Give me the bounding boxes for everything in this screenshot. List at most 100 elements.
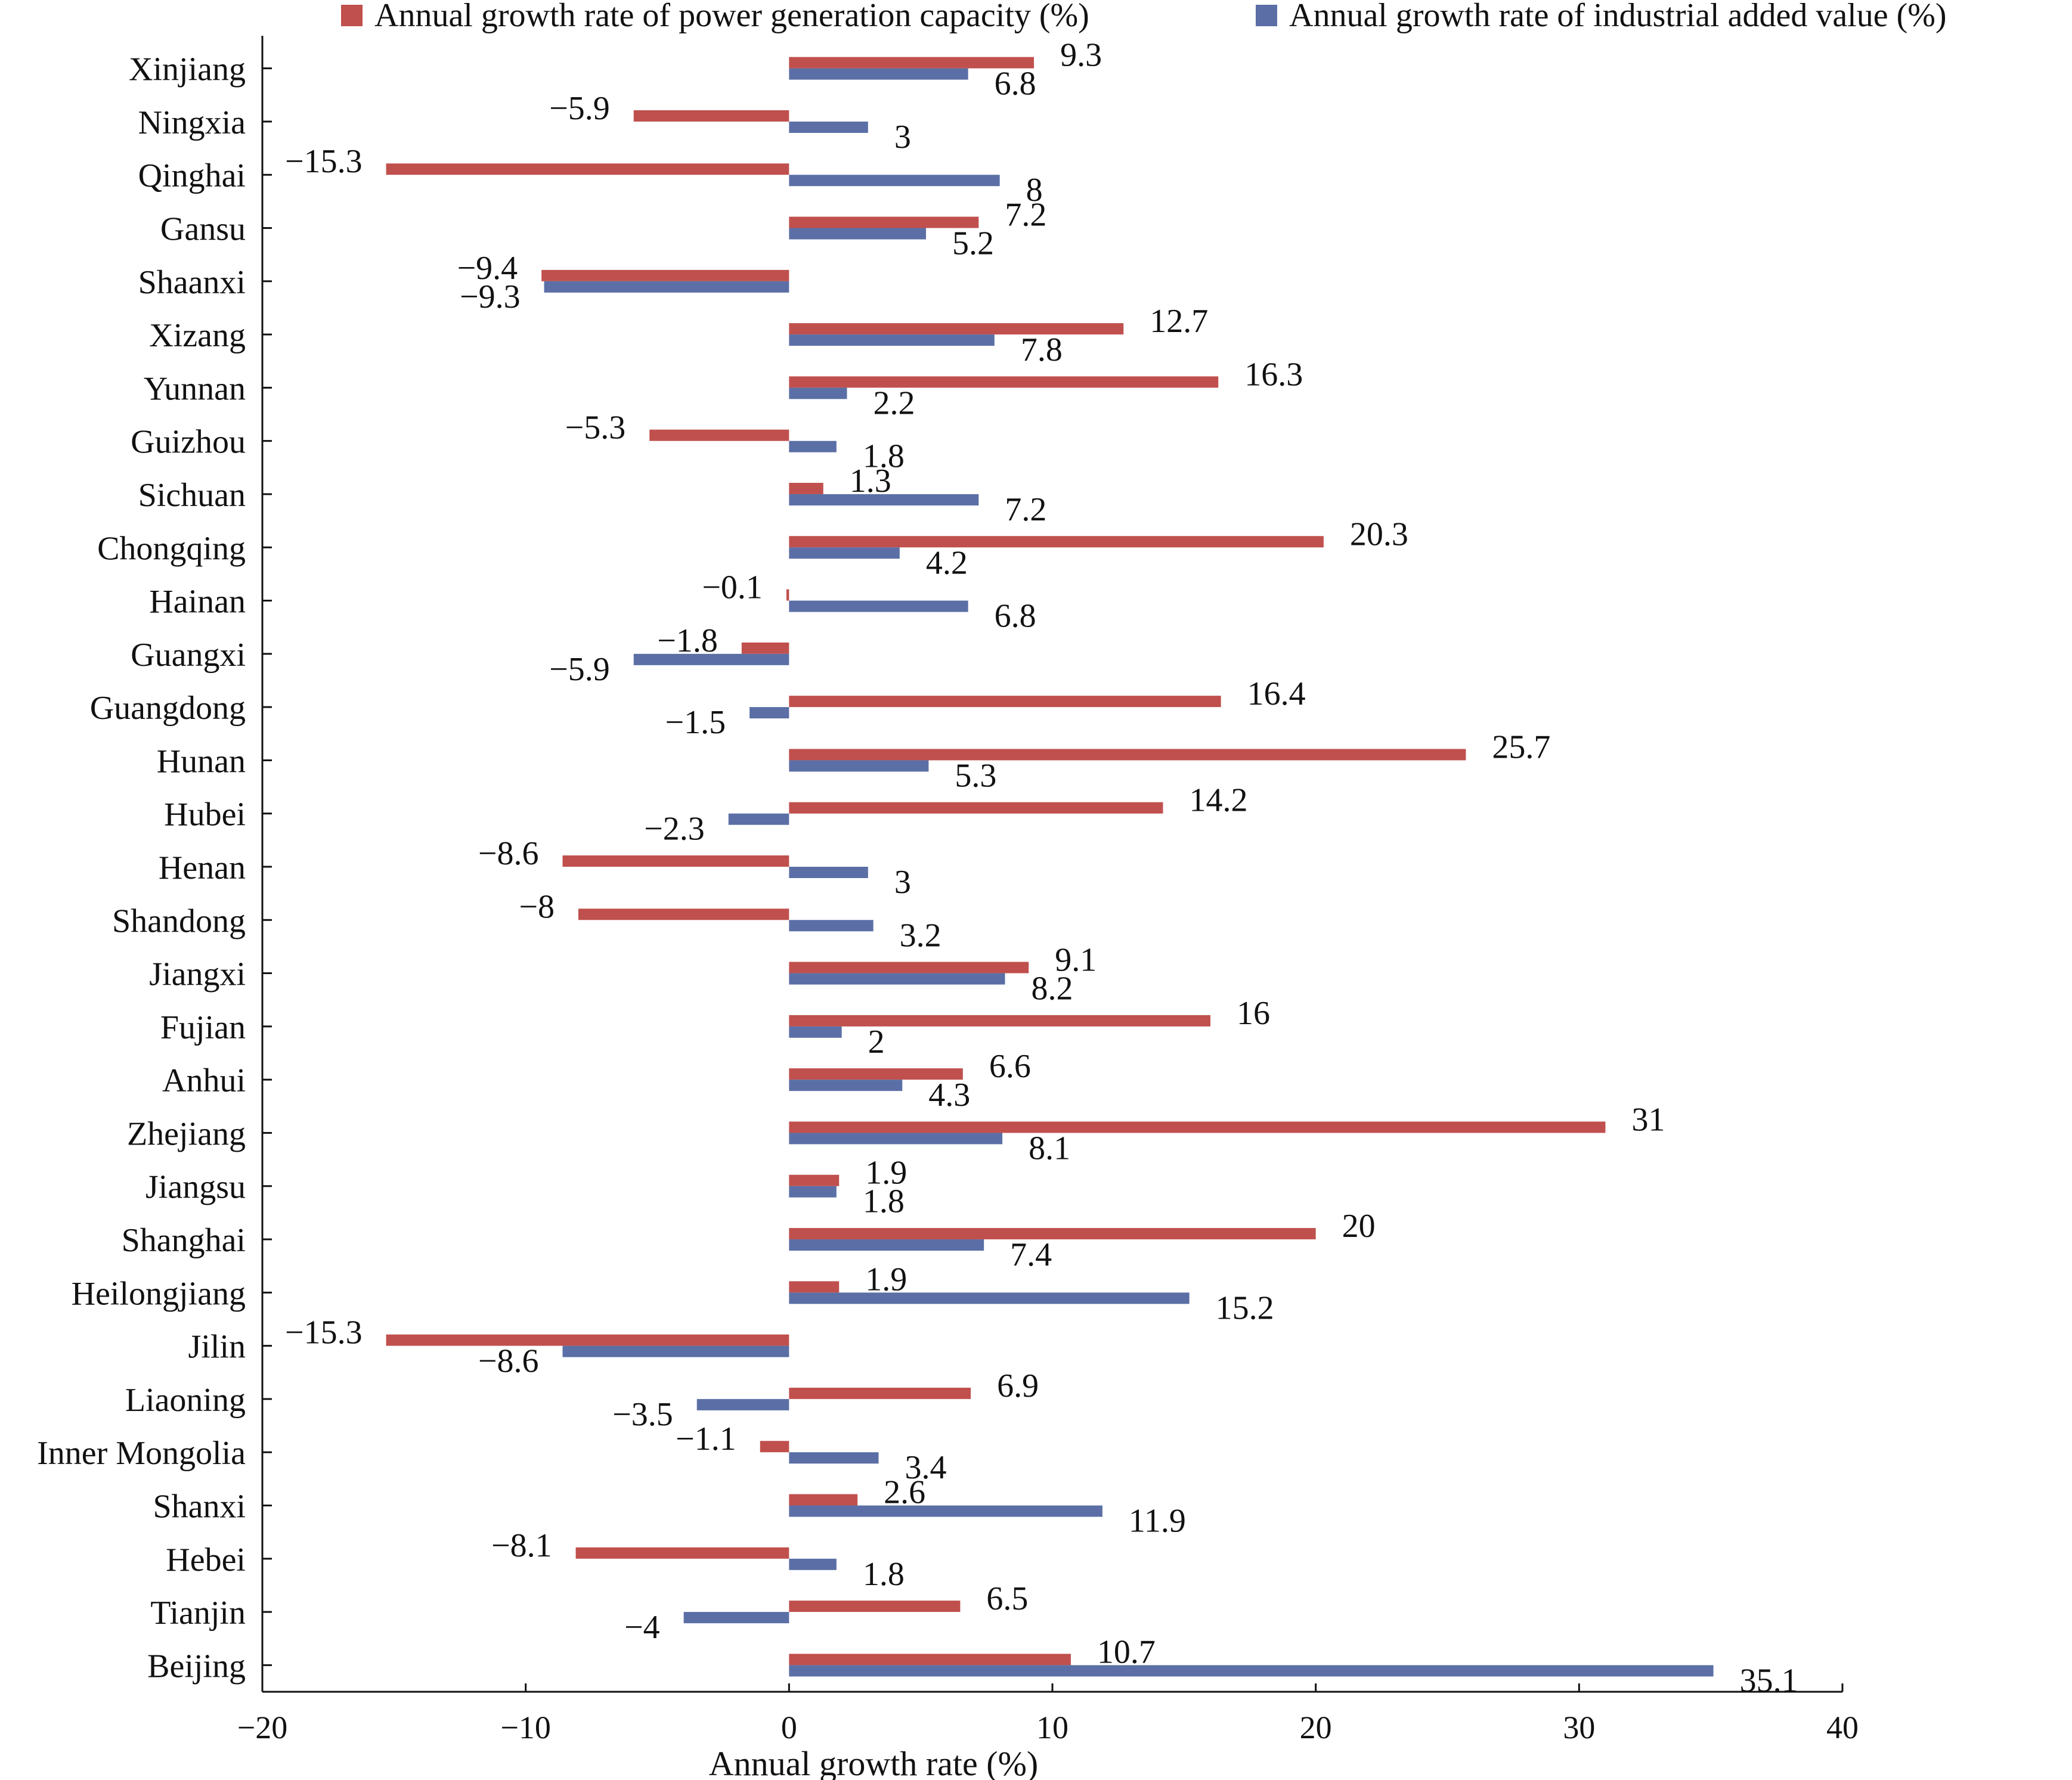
bar-power-capacity <box>789 1281 840 1293</box>
data-label-power-capacity: 6.5 <box>986 1580 1028 1617</box>
category-label: Inner Mongolia <box>37 1435 246 1472</box>
data-label-industrial-value: 2 <box>868 1024 885 1060</box>
data-label-power-capacity: 14.2 <box>1190 782 1248 819</box>
data-label-industrial-value: 6.8 <box>995 598 1036 635</box>
bar-power-capacity <box>789 1654 1071 1666</box>
bar-industrial-value <box>789 547 900 559</box>
data-label-power-capacity: 7.2 <box>1005 197 1046 234</box>
data-label-industrial-value: 7.2 <box>1005 491 1046 528</box>
data-label-power-capacity: −8.6 <box>478 835 539 872</box>
bar-power-capacity <box>789 1121 1606 1133</box>
bar-industrial-value <box>789 973 1005 985</box>
data-label-industrial-value: 7.8 <box>1021 331 1063 368</box>
bar-industrial-value <box>789 1186 837 1198</box>
data-label-power-capacity: −8.1 <box>491 1527 552 1564</box>
bar-power-capacity <box>789 376 1219 388</box>
data-label-power-capacity: 1.3 <box>850 463 891 500</box>
data-label-industrial-value: −2.3 <box>644 811 705 848</box>
legend: Annual growth rate of power generation c… <box>341 0 1947 34</box>
category-label: Qinghai <box>138 157 246 194</box>
bar-industrial-value <box>789 1505 1102 1517</box>
bar-industrial-value <box>683 1612 789 1624</box>
data-label-power-capacity: 20 <box>1342 1208 1376 1245</box>
data-label-industrial-value: 5.3 <box>955 757 996 794</box>
data-label-industrial-value: 7.4 <box>1010 1236 1052 1273</box>
category-label: Gansu <box>160 211 246 248</box>
category-label: Jiangsu <box>145 1169 246 1206</box>
x-tick-label: 40 <box>1826 1710 1859 1745</box>
data-label-power-capacity: −1.8 <box>657 622 718 659</box>
data-label-power-capacity: 20.3 <box>1350 516 1408 553</box>
category-label: Shanghai <box>122 1222 246 1259</box>
bar-power-capacity <box>789 323 1124 335</box>
data-label-industrial-value: −8.6 <box>478 1343 539 1380</box>
bar-industrial-value <box>789 494 979 506</box>
category-label: Hebei <box>166 1542 246 1579</box>
data-label-industrial-value: 6.8 <box>995 66 1036 103</box>
category-label: Xinjiang <box>129 51 246 88</box>
category-label: Shanxi <box>153 1488 246 1525</box>
data-label-power-capacity: 10.7 <box>1097 1633 1156 1670</box>
category-label: Hainan <box>149 584 246 621</box>
bar-industrial-value <box>789 1080 903 1091</box>
bar-industrial-value <box>789 441 837 452</box>
category-label: Xizang <box>149 317 246 354</box>
bar-industrial-value <box>633 653 789 665</box>
data-label-industrial-value: −1.5 <box>665 704 726 741</box>
bar-power-capacity <box>789 482 823 494</box>
data-label-industrial-value: −9.3 <box>460 278 521 315</box>
data-label-power-capacity: 16 <box>1237 995 1270 1032</box>
bar-power-capacity <box>789 1068 963 1080</box>
bar-power-capacity <box>633 110 789 122</box>
data-label-industrial-value: −3.5 <box>612 1396 673 1433</box>
category-label: Ningxia <box>138 104 246 141</box>
data-label-industrial-value: 8.1 <box>1029 1130 1070 1167</box>
bar-power-capacity <box>789 536 1324 548</box>
bar-industrial-value <box>789 1292 1190 1304</box>
bar-power-capacity <box>789 696 1221 708</box>
data-label-power-capacity: 1.9 <box>865 1261 907 1298</box>
category-label: Shandong <box>112 903 246 939</box>
data-label-power-capacity: 25.7 <box>1492 728 1550 765</box>
x-tick-label: 20 <box>1300 1710 1332 1745</box>
category-label: Hubei <box>164 796 246 833</box>
bar-power-capacity <box>789 1387 971 1399</box>
data-label-power-capacity: 16.3 <box>1244 356 1303 393</box>
bar-industrial-value <box>789 1452 879 1464</box>
bar-industrial-value <box>789 175 1000 187</box>
data-label-industrial-value: 11.9 <box>1129 1502 1186 1539</box>
bar-industrial-value <box>728 813 789 825</box>
bar-industrial-value <box>789 68 968 80</box>
bar-power-capacity <box>649 429 789 441</box>
legend-label-industrial-value: Annual growth rate of industrial added v… <box>1289 0 1947 34</box>
category-label: Zhejiang <box>127 1115 246 1152</box>
category-label: Beijing <box>147 1648 246 1685</box>
data-label-power-capacity: −15.3 <box>285 143 363 180</box>
bar-industrial-value <box>789 334 995 346</box>
category-label: Heilongjiang <box>72 1275 246 1312</box>
data-label-power-capacity: 1.9 <box>865 1155 907 1192</box>
category-label: Guangdong <box>90 690 246 727</box>
category-label: Yunnan <box>144 370 246 407</box>
bar-power-capacity <box>386 163 789 175</box>
x-tick-label: 30 <box>1563 1710 1595 1745</box>
data-label-industrial-value: 3.4 <box>905 1449 947 1486</box>
data-label-industrial-value: 3.2 <box>900 917 941 954</box>
bar-industrial-value <box>789 1558 837 1570</box>
data-label-industrial-value: 3 <box>894 864 911 901</box>
category-labels: Xinjiang Ningxia Qinghai Gansu Shaanxi Xizang… <box>37 51 246 1685</box>
bar-power-capacity <box>789 749 1466 761</box>
bar-industrial-value <box>789 1133 1003 1145</box>
bar-industrial-value <box>789 228 926 240</box>
axes: −20 −10 0 10 20 30 40 <box>237 36 1859 1745</box>
category-label: Sichuan <box>138 477 246 514</box>
bar-industrial-value <box>789 1665 1714 1677</box>
bar-power-capacity <box>760 1441 789 1453</box>
data-label-power-capacity: 9.1 <box>1055 942 1097 979</box>
x-axis-title: Annual growth rate (%) <box>709 1744 1038 1780</box>
x-tick-label: 0 <box>781 1710 797 1745</box>
bar-power-capacity <box>578 908 789 920</box>
category-label: Shaanxi <box>138 264 246 301</box>
data-label-power-capacity: 31 <box>1632 1101 1665 1138</box>
